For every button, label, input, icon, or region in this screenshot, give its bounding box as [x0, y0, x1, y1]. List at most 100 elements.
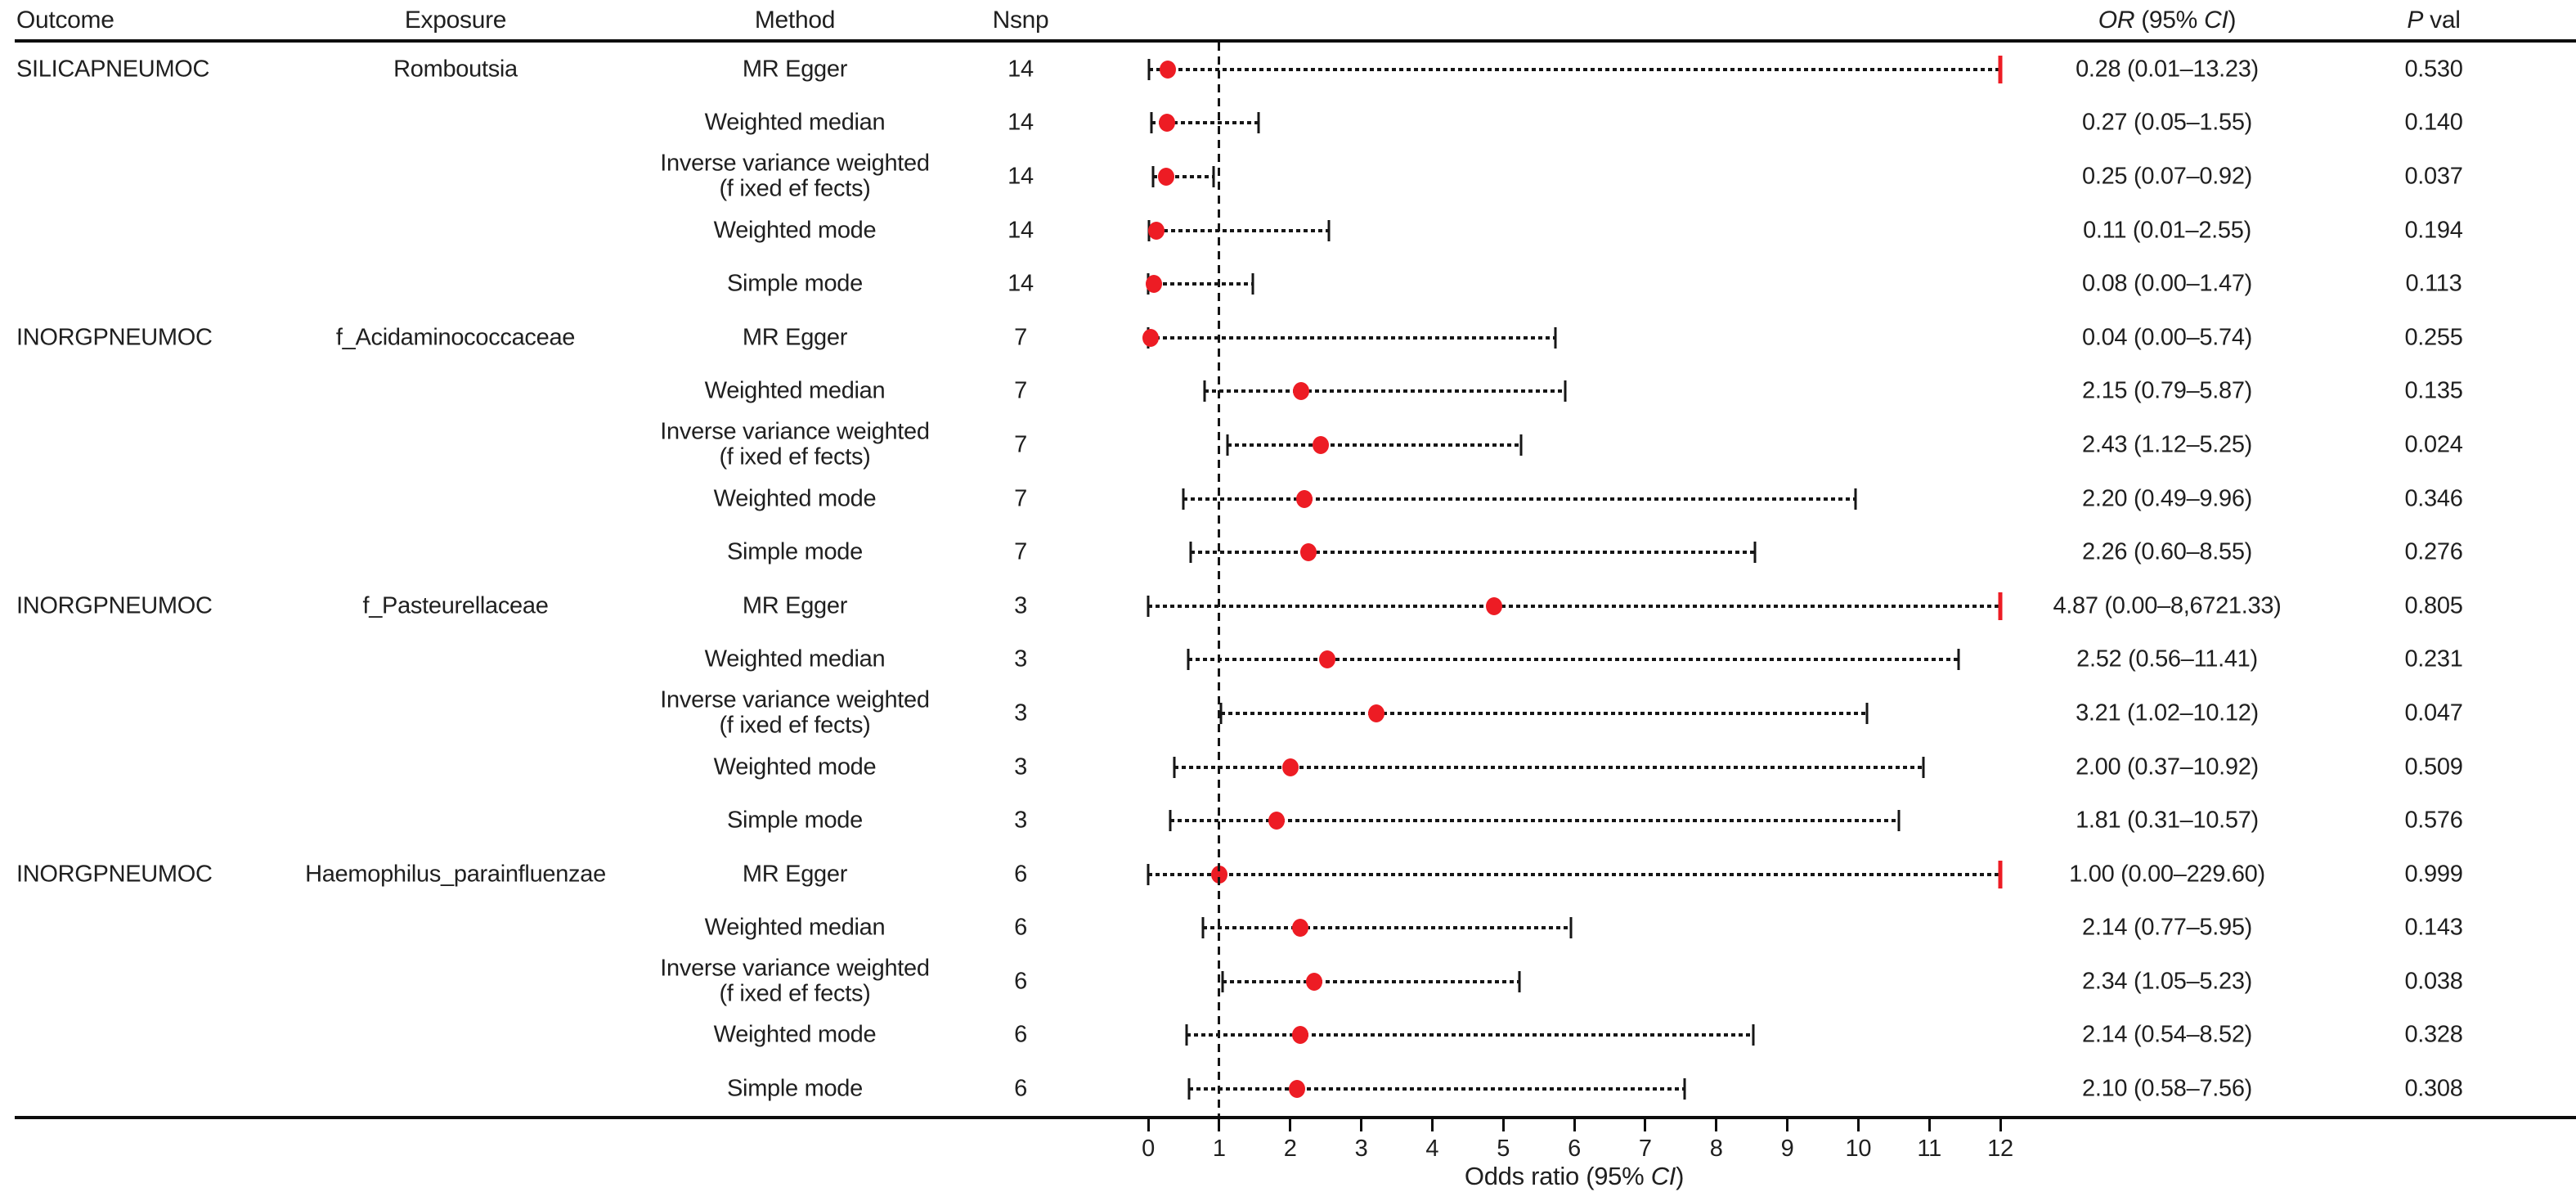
method-line1: Simple mode	[727, 807, 863, 834]
or-close: )	[2228, 7, 2237, 34]
forest-plot-row	[0, 150, 2576, 204]
or-ci-cell: 2.20 (0.49–9.96)	[2081, 485, 2253, 512]
or-point	[1147, 221, 1165, 240]
table-row: INORGPNEUMOC f_Acidaminococcaceae MR Egg…	[0, 311, 2576, 365]
axis-tick	[1928, 1119, 1931, 1131]
nsnp-cell: 3	[1014, 753, 1027, 780]
or-ci-cell: 1.00 (0.00–229.60)	[2069, 861, 2265, 888]
or-point	[1318, 650, 1335, 669]
axis-tick	[1644, 1119, 1647, 1131]
method-cell: Inverse variance weighted (f ixed ef fect…	[590, 956, 999, 1008]
pval-cell: 0.530	[2404, 56, 2463, 83]
or-point	[1268, 812, 1286, 830]
pval-cell: 0.308	[2404, 1075, 2463, 1102]
ci-lower-cap	[1189, 542, 1192, 564]
or-ci-cell: 3.21 (1.02–10.12)	[2076, 699, 2259, 726]
header-separator-rule	[15, 39, 2576, 43]
method-cell: Weighted mode	[590, 753, 999, 780]
method-cell: Weighted mode	[590, 484, 999, 511]
forest-plot-row	[0, 525, 2576, 579]
axis-tick	[1218, 1119, 1221, 1131]
reference-line-or-1	[1218, 43, 1221, 1116]
forest-plot-row	[0, 579, 2576, 633]
or-ci-cell: 2.14 (0.77–5.95)	[2081, 914, 2253, 941]
method-cell: Simple mode	[590, 539, 999, 565]
pval-cell: 0.576	[2404, 807, 2463, 834]
ci-lower-cap	[1187, 649, 1190, 671]
ci-upper-cap	[1519, 434, 1523, 456]
method-cell: Weighted mode	[590, 217, 999, 243]
or-point	[1160, 60, 1177, 79]
or-ci-cell: 2.52 (0.56–11.41)	[2076, 645, 2258, 672]
ci-line	[1148, 228, 1330, 232]
or-point	[1157, 167, 1174, 186]
table-row: Simple mode 3 1.81 (0.31–10.57) 0.576	[0, 794, 2576, 848]
or-ci-cell: 1.81 (0.31–10.57)	[2076, 807, 2259, 834]
ci-upper-cap	[1865, 702, 1869, 724]
method-cell: Inverse variance weighted (f ixed ef fect…	[590, 151, 999, 203]
method-line1: Weighted median	[704, 914, 886, 941]
pval-cell: 0.113	[2405, 270, 2462, 297]
axis-title-post: )	[1676, 1162, 1685, 1190]
method-line2: (f ixed ef fects)	[719, 175, 871, 202]
pval-cell: 0.140	[2404, 109, 2463, 136]
axis-tick-label: 9	[1780, 1136, 1794, 1162]
pval-cell: 0.805	[2404, 592, 2463, 619]
pval-cell: 0.276	[2404, 538, 2463, 565]
ci-lower-cap	[1147, 863, 1150, 885]
ci-lower-cap	[1151, 165, 1155, 187]
ci-upper-cap	[1257, 112, 1260, 134]
axis-tick-label: 11	[1917, 1136, 1941, 1162]
ci-upper-cap	[1569, 917, 1573, 939]
pval-cell: 0.037	[2404, 163, 2463, 190]
nsnp-cell: 6	[1014, 968, 1027, 995]
ci-line	[1191, 551, 1756, 555]
p-italic: P	[2407, 7, 2424, 34]
nsnp-cell: 7	[1014, 538, 1027, 565]
method-cell: MR Egger	[590, 324, 999, 351]
or-ci-cell: 0.08 (0.00–1.47)	[2081, 270, 2253, 297]
col-header-pval: P val	[2352, 7, 2515, 34]
or-point	[1291, 919, 1308, 938]
forest-plot-row	[0, 740, 2576, 794]
exposure-cell: Romboutsia	[393, 56, 518, 83]
ci-upper-cap	[1518, 970, 1521, 992]
table-row: Simple mode 6 2.10 (0.58–7.56) 0.308	[0, 1062, 2576, 1116]
table-row: Inverse variance weighted (f ixed ef fect…	[0, 418, 2576, 472]
table-row: Weighted mode 7 2.20 (0.49–9.96) 0.346	[0, 472, 2576, 526]
pval-cell: 0.038	[2404, 968, 2463, 995]
method-cell: Simple mode	[590, 270, 999, 297]
forest-plot-row	[0, 365, 2576, 419]
ci-line	[1148, 282, 1253, 286]
axis-tick-label: 8	[1709, 1136, 1723, 1162]
nsnp-cell: 14	[1008, 163, 1034, 190]
or-ci-cell: 4.87 (0.00–8,6721.33)	[2053, 592, 2282, 619]
pval-cell: 0.143	[2404, 914, 2463, 941]
method-line1: Inverse variance weighted	[660, 418, 930, 445]
or-point	[1291, 1026, 1308, 1045]
ci-upper-cap	[1683, 1078, 1686, 1100]
ci-upper-cap	[1327, 219, 1331, 241]
ci-upper-cap	[1922, 756, 1925, 778]
method-cell: MR Egger	[590, 592, 999, 618]
ci-line	[1223, 979, 1520, 983]
table-row: Weighted median 6 2.14 (0.77–5.95) 0.143	[0, 902, 2576, 956]
ci-upper-cap	[1212, 165, 1215, 187]
method-line1: Inverse variance weighted	[660, 686, 930, 713]
method-line1: Weighted mode	[713, 484, 877, 511]
table-row: Simple mode 7 2.26 (0.60–8.55) 0.276	[0, 525, 2576, 579]
ci-line	[1227, 443, 1521, 447]
nsnp-cell: 14	[1008, 109, 1034, 136]
method-line1: Simple mode	[727, 270, 863, 297]
axis-tick-label: 3	[1354, 1136, 1368, 1162]
or-point	[1292, 382, 1309, 401]
axis-tick	[1360, 1119, 1362, 1131]
method-line1: MR Egger	[742, 324, 848, 351]
method-cell: MR Egger	[590, 56, 999, 82]
method-line1: Weighted mode	[713, 753, 877, 780]
axis-tick-label: 7	[1638, 1136, 1652, 1162]
ci-lower-cap	[1203, 380, 1206, 403]
forest-plot-row	[0, 633, 2576, 687]
or-point	[1289, 1080, 1306, 1099]
table-row: Weighted mode 14 0.11 (0.01–2.55) 0.194	[0, 204, 2576, 258]
